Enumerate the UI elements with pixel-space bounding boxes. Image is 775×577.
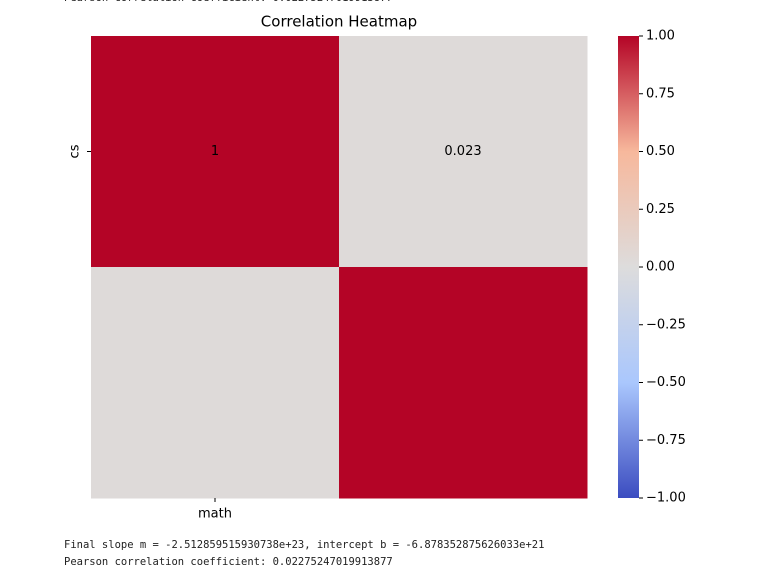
- colorbar-tick-label: 0.75: [646, 86, 675, 101]
- colorbar-tick-label: 1.00: [646, 29, 675, 44]
- colorbar-tick-label: 0.00: [646, 260, 675, 275]
- colorbar-tick-label: 0.50: [646, 144, 675, 159]
- heatmap-cell: [339, 267, 588, 499]
- colorbar: [618, 36, 639, 498]
- colorbar-tick-label: −0.25: [646, 317, 686, 332]
- output-text: Final slope m = -2.512859515930738e+23, …: [64, 539, 544, 551]
- heatmap-cell: [91, 36, 340, 268]
- output-text: Pearson correlation coefficient: 0.02275…: [64, 0, 393, 4]
- y-tick-label: cs: [68, 144, 83, 158]
- chart-title: Correlation Heatmap: [261, 13, 417, 31]
- colorbar-tick-label: −1.00: [646, 491, 686, 506]
- cell-label: 1: [211, 144, 219, 159]
- x-tick-label: math: [198, 507, 232, 522]
- output-text: Pearson correlation coefficient: 0.02275…: [64, 556, 393, 568]
- cell-label: 0.023: [444, 144, 481, 159]
- heatmap-cell: [91, 267, 340, 499]
- colorbar-tick-label: −0.75: [646, 433, 686, 448]
- colorbar-tick-label: −0.50: [646, 375, 686, 390]
- colorbar-tick-label: 0.25: [646, 202, 675, 217]
- heatmap-cell: [339, 36, 588, 268]
